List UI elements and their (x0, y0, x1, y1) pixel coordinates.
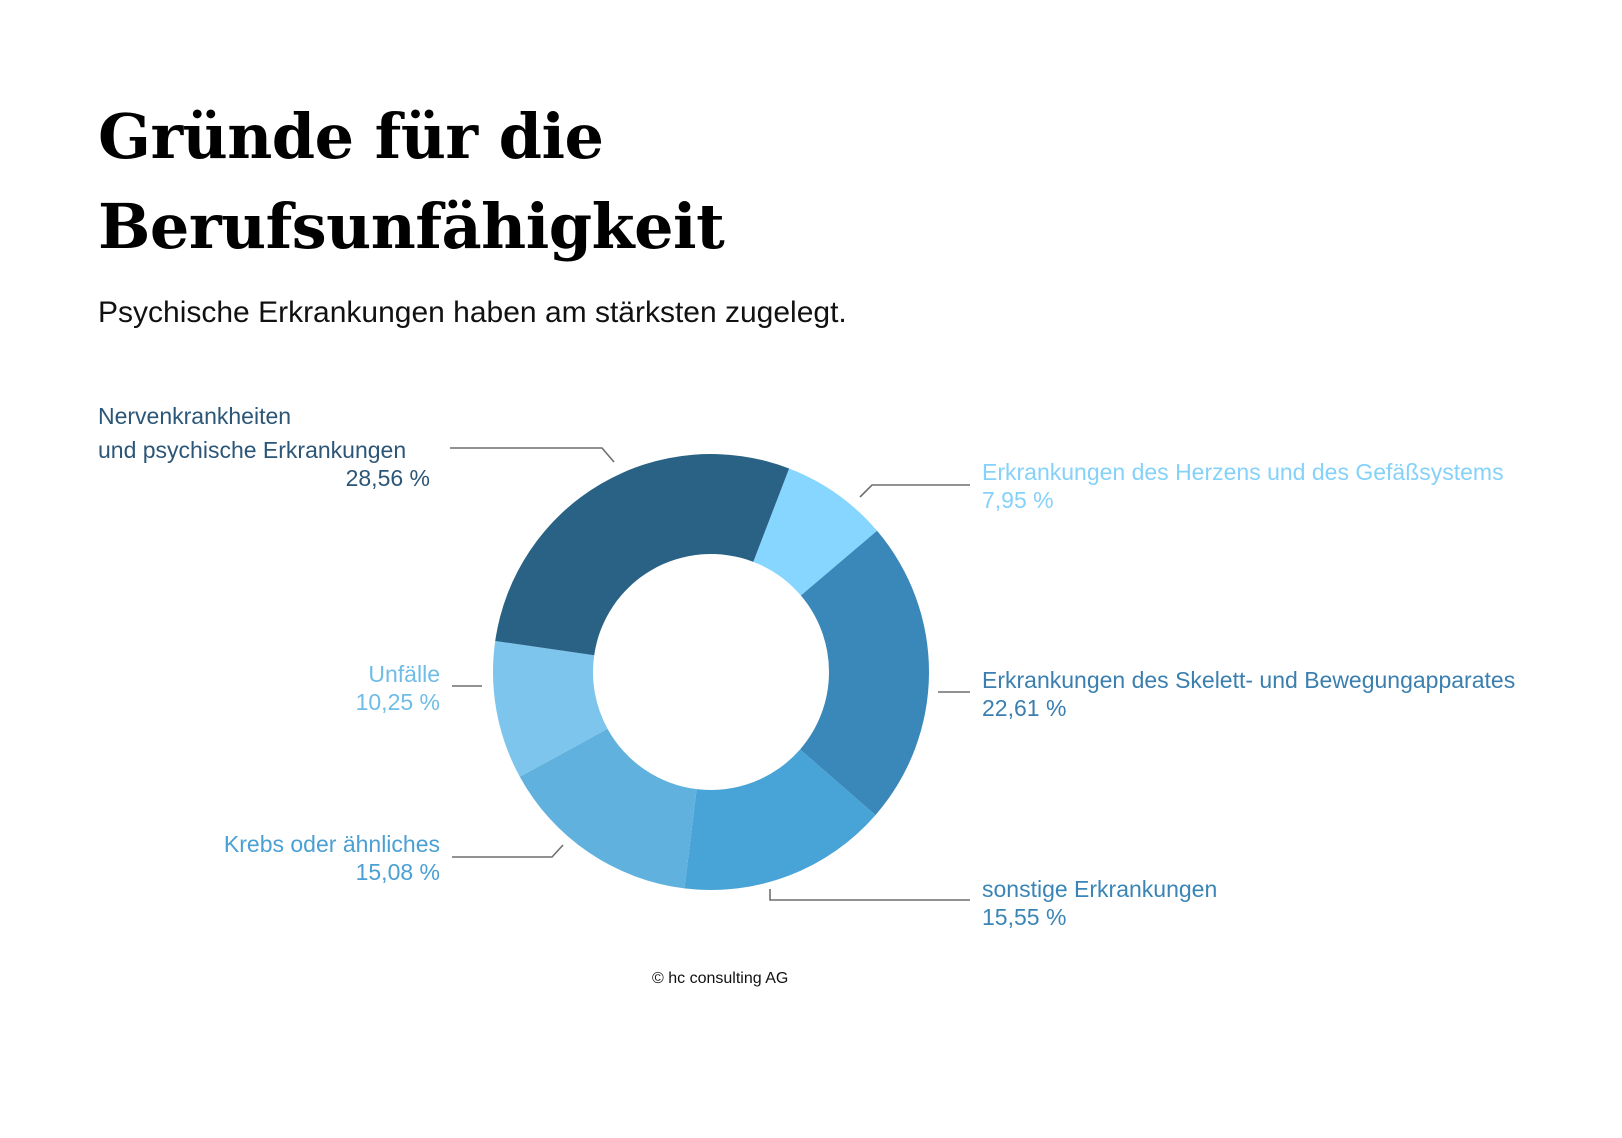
title-line-2: Berufsunfähigkeit (98, 190, 725, 263)
subtitle: Psychische Erkrankungen haben am stärkst… (98, 296, 847, 329)
slice-label-herz: Erkrankungen des Herzens und des Gefäßsy… (982, 459, 1504, 485)
slice-label-sonstige: sonstige Erkrankungen (982, 876, 1217, 902)
slice-label-krebs: Krebs oder ähnliches (224, 831, 440, 857)
slice-value-unfaelle: 10,25 % (356, 689, 440, 715)
slice-sonstige (684, 749, 876, 890)
title-line-1: Gründe für die (98, 100, 604, 173)
leader-line-nerven (450, 447, 615, 463)
slice-label-skelett: Erkrankungen des Skelett- und Bewegungap… (982, 667, 1515, 693)
slice-herz (753, 468, 878, 596)
leader-line-sonstige (769, 889, 970, 901)
slice-value-sonstige: 15,55 % (982, 904, 1066, 930)
slice-value-skelett: 22,61 % (982, 695, 1066, 721)
leader-line-herz (859, 484, 970, 498)
slice-krebs (519, 728, 697, 889)
slice-value-nerven: 28,56 % (346, 465, 430, 491)
slice-value-herz: 7,95 % (982, 487, 1054, 513)
copyright-footer: © hc consulting AG (652, 970, 789, 987)
slice-skelett (800, 530, 929, 816)
slice-label-nerven: und psychische Erkrankungen (98, 437, 406, 463)
slice-label-unfaelle: Unfälle (368, 661, 440, 687)
slice-label-nerven: Nervenkrankheiten (98, 403, 291, 429)
slice-unfaelle (492, 640, 608, 777)
slice-nerven (495, 453, 790, 656)
page-title: Gründe für die Berufsunfähigkeit (98, 92, 725, 272)
leader-line-krebs (452, 844, 564, 858)
slice-value-krebs: 15,08 % (356, 859, 440, 885)
